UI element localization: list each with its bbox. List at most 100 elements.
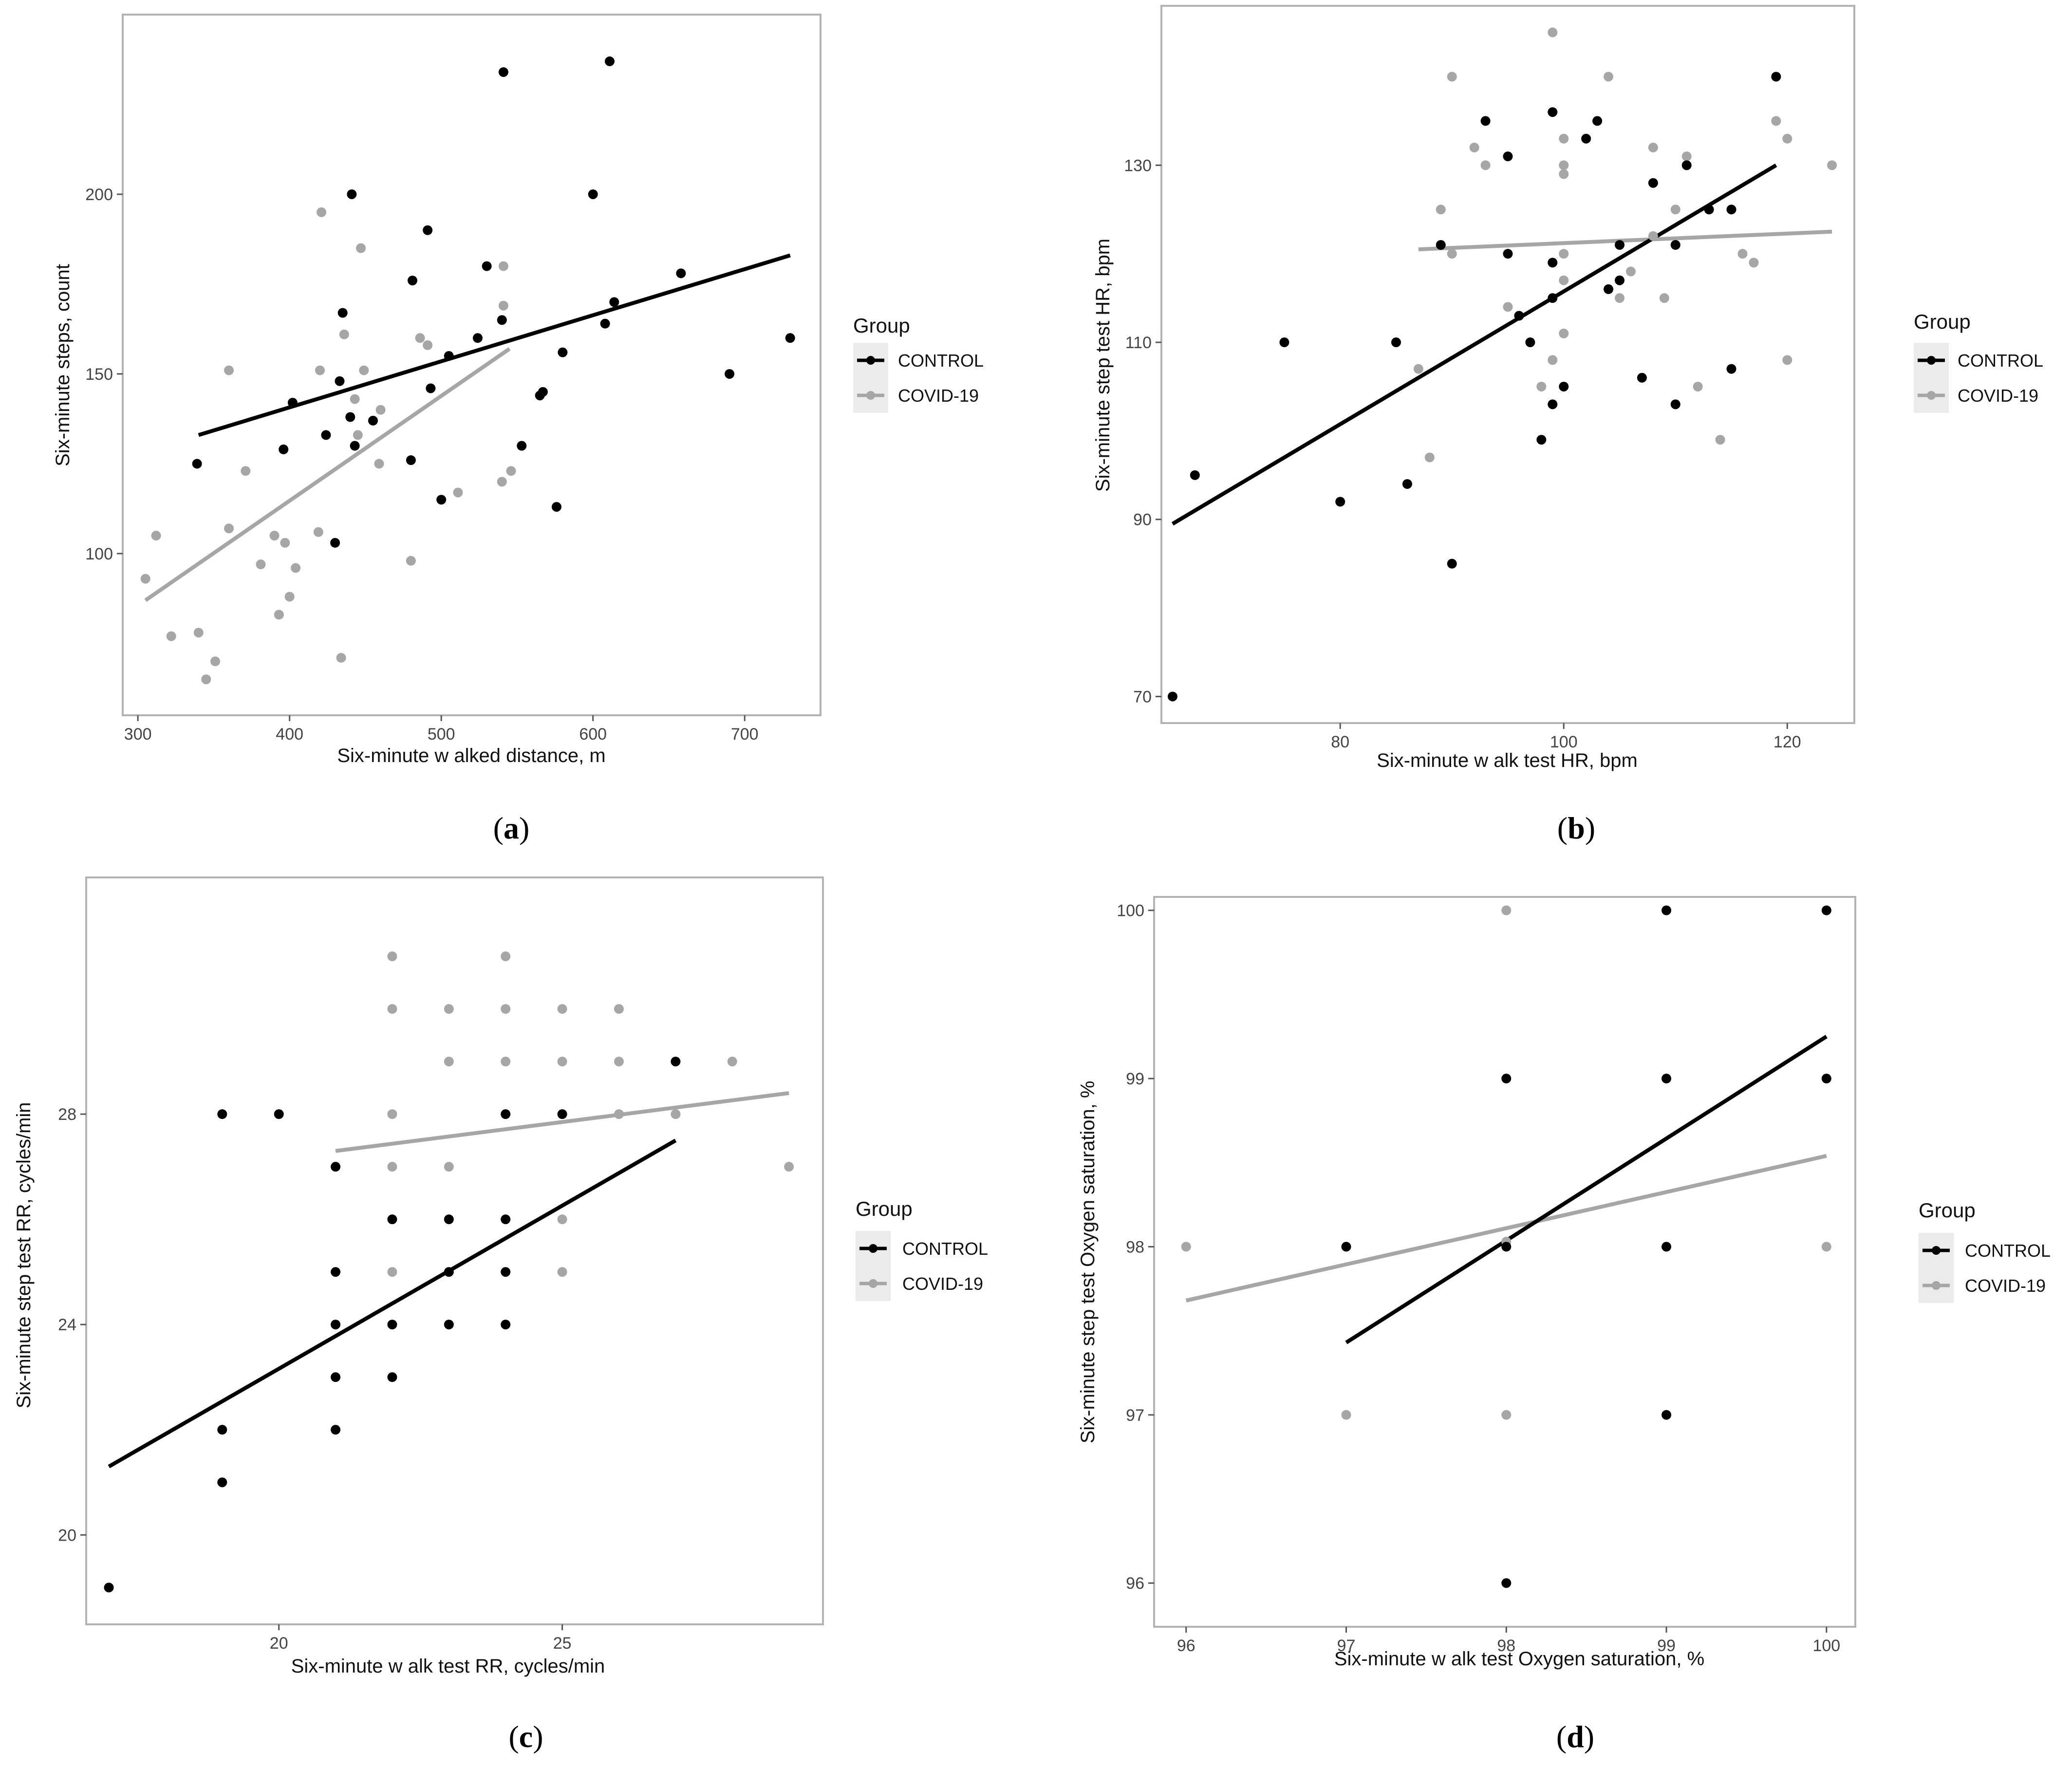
point-control-a (350, 441, 360, 451)
point-covid-c (444, 1162, 454, 1172)
point-covid-b (1559, 328, 1569, 338)
point-control-c (104, 1582, 114, 1593)
point-control-b (1548, 293, 1558, 303)
point-covid-b (1771, 116, 1781, 126)
fit-line-control-d (1345, 1035, 1828, 1344)
fit-line-covid-c (335, 1091, 789, 1153)
point-covid-c (614, 1057, 624, 1067)
point-control-a (345, 412, 355, 422)
point-covid-b (1424, 452, 1435, 463)
point-control-c (274, 1109, 284, 1119)
point-covid-a (336, 652, 346, 663)
point-covid-a (241, 466, 251, 476)
point-control-a (600, 318, 610, 329)
point-covid-a (315, 365, 325, 375)
legend-d: Group CONTROL COVID-19 (1919, 1199, 2051, 1303)
point-control-a (426, 383, 436, 393)
caption-d: (d) (1556, 1719, 1594, 1754)
point-covid-b (1715, 435, 1725, 445)
x-tick-label-a: 500 (428, 725, 455, 744)
x-tick-label-a: 300 (124, 725, 152, 744)
point-control-d (1821, 905, 1831, 915)
point-control-c (331, 1267, 341, 1277)
point-covid-b (1548, 27, 1558, 37)
point-covid-b (1559, 249, 1569, 259)
point-covid-b (1503, 302, 1513, 312)
x-tick-label-d: 98 (1497, 1637, 1515, 1655)
point-control-b (1615, 275, 1625, 285)
fit-line-covid-a (144, 347, 511, 602)
point-covid-b (1559, 133, 1569, 144)
point-covid-a (280, 538, 290, 548)
point-control-a (609, 297, 619, 307)
point-control-a (482, 261, 492, 271)
point-covid-b (1447, 249, 1457, 259)
caption-b: (b) (1557, 811, 1595, 845)
point-control-c (501, 1109, 511, 1119)
point-covid-a (269, 531, 280, 541)
y-axis-title-b: Six-minute step test HR, bpm (1092, 239, 1114, 492)
y-tick-label-c: 20 (58, 1526, 76, 1545)
point-control-c (444, 1267, 454, 1277)
fit-line-covid-b (1418, 229, 1832, 252)
fit-line-covid-d (1185, 1154, 1827, 1303)
legend-title-a: Group (853, 314, 910, 337)
y-tick-label-d: 98 (1126, 1238, 1144, 1256)
point-control-a (436, 495, 447, 505)
caption-a: (a) (493, 811, 530, 845)
point-covid-a (291, 563, 301, 573)
point-covid-c (727, 1057, 737, 1067)
legend-label-covid-d: COVID-19 (1965, 1276, 2046, 1296)
y-tick-label-d: 97 (1126, 1406, 1144, 1425)
point-covid-c (557, 1004, 567, 1014)
point-control-d (1661, 905, 1672, 915)
y-axis-title-d: Six-minute step test Oxygen saturation, … (1077, 1081, 1099, 1444)
plot-frame-c (85, 876, 824, 1625)
point-control-d (1341, 1242, 1351, 1252)
point-control-c (331, 1425, 341, 1435)
point-covid-b (1469, 142, 1479, 152)
point-covid-c (501, 951, 511, 962)
x-tick-label-a: 700 (731, 725, 759, 744)
point-control-b (1480, 116, 1491, 126)
point-covid-d (1821, 1242, 1831, 1252)
point-covid-a (166, 631, 176, 641)
panel-b: 80 100 120 70 90 110 130 Six-minute w alk test… (1092, 5, 2043, 845)
point-covid-a (193, 628, 204, 638)
point-covid-a (506, 466, 516, 476)
fit-lines-c (108, 1091, 789, 1469)
y-tick-label-b: 70 (1133, 688, 1152, 706)
point-covid-a (453, 487, 463, 498)
points-d (1181, 905, 1831, 1588)
point-covid-d (1181, 1242, 1191, 1252)
point-covid-a (210, 656, 221, 667)
point-control-a (321, 430, 331, 440)
point-covid-b (1480, 160, 1491, 170)
x-tick-label-d: 97 (1337, 1637, 1356, 1655)
point-covid-a (151, 531, 161, 541)
fit-line-control-a (198, 253, 791, 437)
point-covid-c (501, 1057, 511, 1067)
legend-label-covid-a: COVID-19 (898, 386, 979, 406)
y-tick-label-d: 100 (1117, 902, 1144, 920)
point-covid-b (1782, 133, 1792, 144)
point-control-a (517, 441, 527, 451)
point-covid-a (423, 340, 433, 350)
y-tick-label-c: 24 (58, 1316, 76, 1334)
y-tick-label-c: 28 (58, 1105, 76, 1124)
point-control-c (217, 1477, 227, 1488)
points-c (104, 951, 794, 1593)
point-control-b (1436, 240, 1446, 250)
point-covid-c (557, 1267, 567, 1277)
point-covid-a (274, 610, 284, 620)
x-tick-label-b: 120 (1773, 733, 1801, 751)
plot-frame-a (122, 14, 821, 716)
point-covid-c (444, 1057, 454, 1067)
panel-c: 20 25 20 24 28 Six-minute w alk test RR, cyc… (13, 876, 988, 1754)
point-control-b (1648, 178, 1658, 188)
legend-title-c: Group (856, 1197, 913, 1220)
point-control-b (1771, 72, 1781, 82)
point-control-a (335, 376, 345, 386)
legend-label-control-d: CONTROL (1965, 1241, 2051, 1261)
y-tick-label-a: 200 (85, 186, 113, 204)
